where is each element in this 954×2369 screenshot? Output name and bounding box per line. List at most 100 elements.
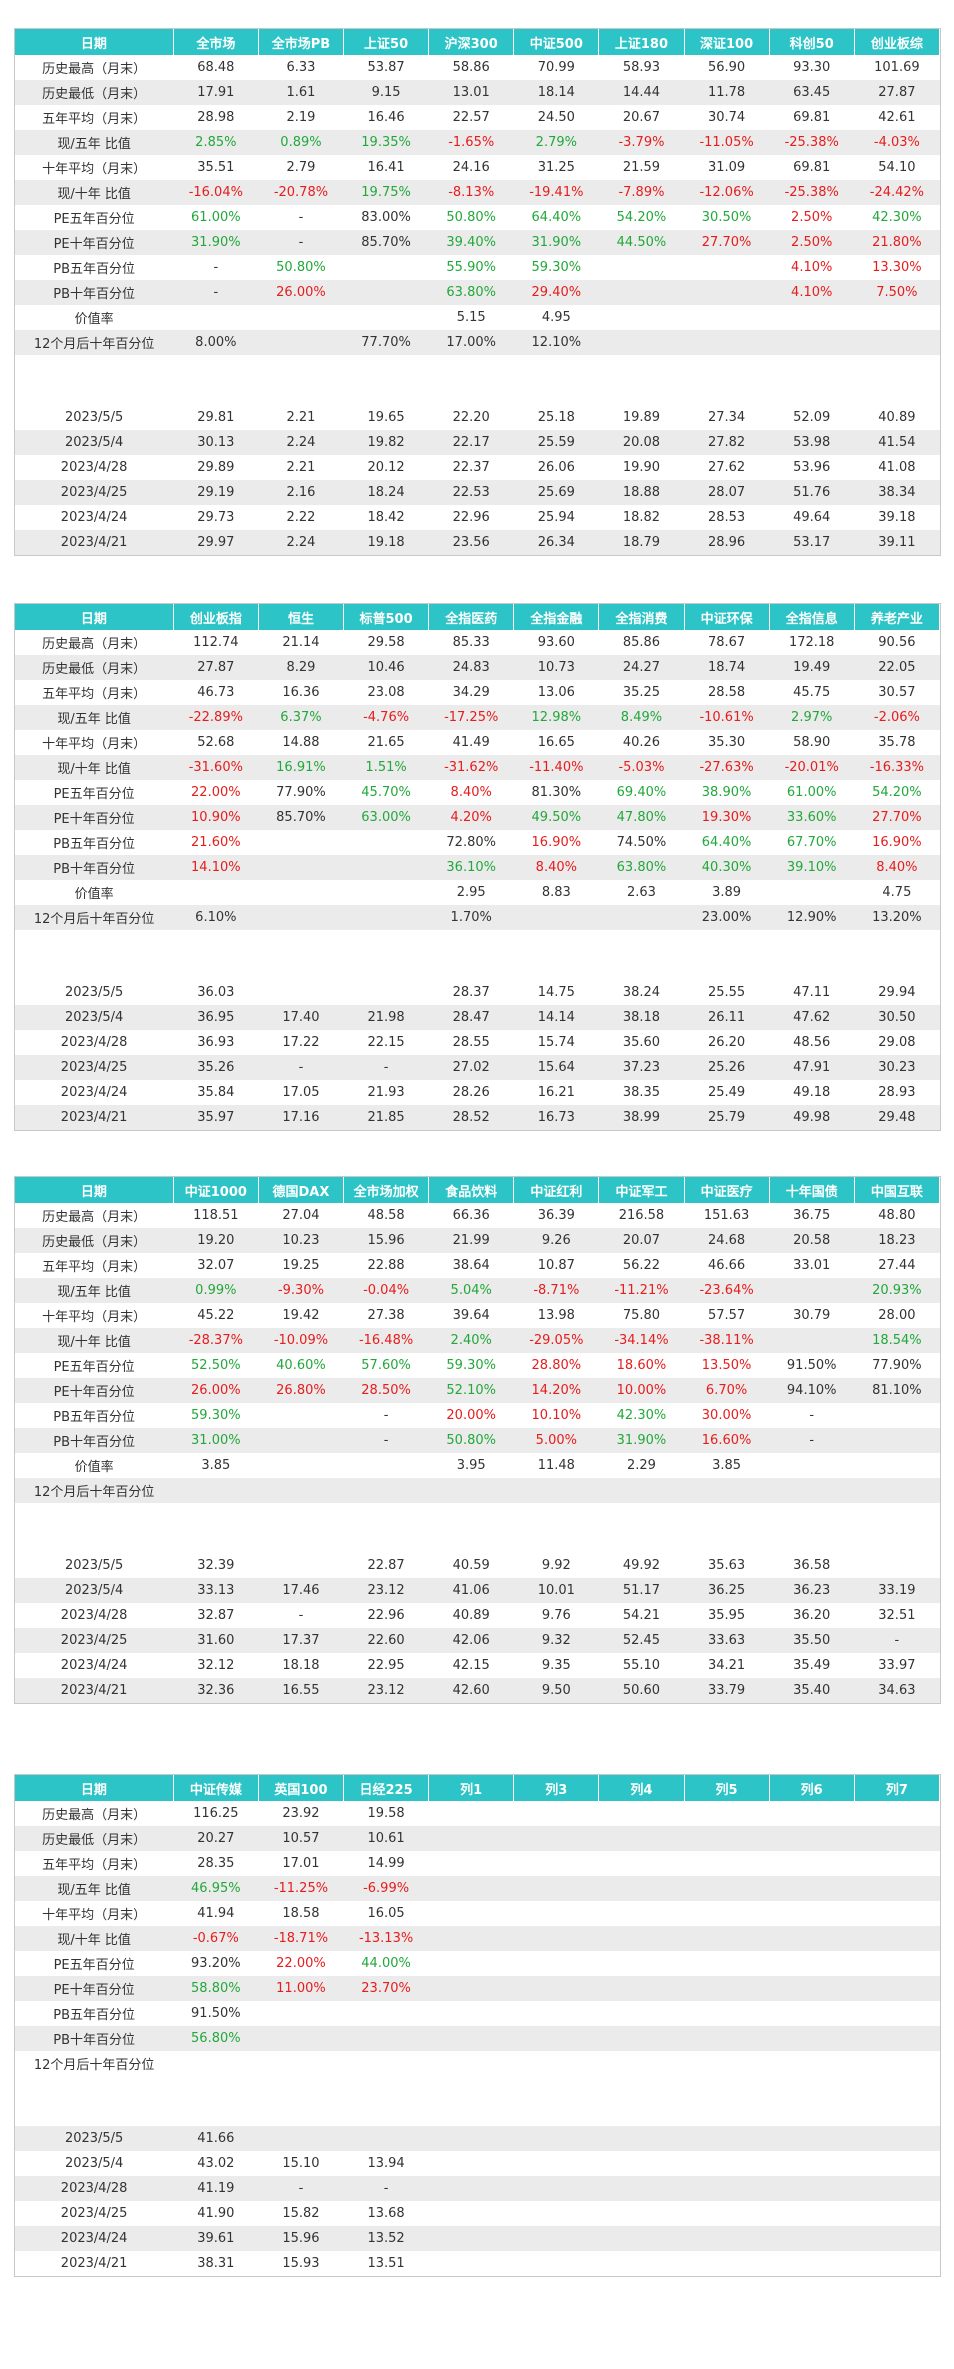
- table-cell: 1.61: [258, 80, 344, 105]
- table-cell: 27.38: [367, 1308, 405, 1323]
- table-cell: 56.22: [622, 1258, 661, 1273]
- table-cell: 2.97%: [769, 705, 855, 730]
- table-cell: [684, 330, 770, 355]
- table-cell: 17.01: [282, 1856, 320, 1871]
- table-cell: 61.00%: [786, 785, 837, 800]
- table-cell: 46.66: [707, 1258, 746, 1273]
- table-row: PB十年百分位 -26.00% 63.80% 29.40% 4.10% 7.50%: [15, 280, 940, 305]
- table-cell: -9.30%: [258, 1278, 344, 1303]
- row-label: 现/十年 比值: [15, 180, 174, 205]
- table-cell: 15.82: [282, 2206, 320, 2221]
- table-cell: 31.90%: [173, 230, 259, 255]
- table-cell: 35.49: [793, 1658, 831, 1673]
- table-cell: 52.50%: [191, 1358, 241, 1373]
- row-label: PB五年百分位: [53, 1410, 136, 1425]
- table-cell: -11.05%: [684, 130, 770, 155]
- table-cell: [343, 905, 429, 930]
- column-header-date: 日期: [15, 29, 174, 55]
- table-cell: -24.42%: [854, 180, 940, 205]
- table-cell: 23.12: [343, 1678, 429, 1703]
- table-cell: [854, 1801, 939, 1826]
- table-cell: 44.00%: [361, 1956, 411, 1971]
- table-row: 2023/4/28 41.19- -: [15, 2176, 940, 2201]
- table-cell: 32.87: [197, 1608, 235, 1623]
- table-cell: 58.90: [793, 735, 831, 750]
- table-cell: [428, 2226, 514, 2251]
- column-header: 列3: [513, 1775, 600, 1801]
- table-cell: [769, 1278, 855, 1303]
- table-cell: [428, 355, 514, 380]
- row-label: 价值率: [74, 312, 114, 327]
- table-cell: [258, 2001, 343, 2026]
- column-header: 创业板指: [173, 604, 259, 630]
- row-label: 2023/5/4: [15, 430, 174, 455]
- row-label: 现/五年 比值: [15, 1278, 174, 1303]
- table-cell: [769, 955, 855, 980]
- table-cell: [513, 1528, 599, 1553]
- table-cell: 118.51: [193, 1208, 239, 1223]
- table-cell: 39.10%: [769, 855, 855, 880]
- table-cell: 25.26: [684, 1055, 770, 1080]
- table-cell: 27.82: [684, 430, 770, 455]
- table-cell: 32.36: [173, 1678, 259, 1703]
- valuation-table-4: 日期 中证传媒 英国100 日经225 列1 列3 列4 列5 列6 列7 历史最高（月末） 116…: [14, 1774, 941, 2277]
- table-cell: 28.07: [684, 480, 770, 505]
- table-cell: 47.91: [769, 1055, 855, 1080]
- table-cell: 35.78: [878, 735, 916, 750]
- column-header: 科创50: [769, 29, 855, 55]
- table-cell: 2.29: [626, 1458, 656, 1473]
- table-cell: [343, 2076, 429, 2101]
- column-header: 深证100: [684, 29, 770, 55]
- table-cell: 54.21: [622, 1608, 661, 1623]
- table-cell: 25.55: [707, 985, 746, 1000]
- table-cell: [258, 955, 344, 980]
- row-label: [15, 930, 174, 955]
- table-cell: [514, 2001, 599, 2026]
- column-header: 全市场加权: [343, 1177, 430, 1203]
- table-cell: 23.70%: [343, 1976, 429, 2001]
- table-cell: 2.40%: [428, 1328, 514, 1353]
- table-cell: 28.80%: [531, 1358, 582, 1373]
- table-cell: [599, 2251, 684, 2276]
- table-cell: [513, 905, 599, 930]
- table-cell: [428, 1503, 514, 1528]
- table-cell: 20.12: [367, 460, 405, 475]
- table-header-row: 日期 创业板指 恒生 标普500 全指医药 全指金融 全指消费 中证环保 全指信息 养老产业: [15, 604, 941, 630]
- table-cell: 22.88: [367, 1258, 405, 1273]
- table-cell: 26.11: [684, 1005, 770, 1030]
- table-cell: [343, 1478, 429, 1503]
- table-cell: -28.37%: [173, 1328, 259, 1353]
- row-label: [15, 1503, 174, 1528]
- table-cell: 4.10%: [791, 260, 833, 275]
- table-cell: 28.98: [197, 110, 235, 125]
- table-cell: 39.11: [854, 530, 940, 555]
- row-label: 五年平均（月末）: [42, 112, 147, 127]
- row-label: PB十年百分位: [15, 2026, 174, 2051]
- table-cell: 10.90%: [173, 805, 259, 830]
- column-header: 中证500: [513, 29, 600, 55]
- table-row: [15, 355, 940, 380]
- table-cell: 17.05: [282, 1085, 320, 1100]
- table-row: [15, 930, 940, 955]
- table-cell: 32.51: [878, 1608, 916, 1623]
- table-cell: 13.68: [367, 2206, 405, 2221]
- table-cell: 29.40%: [513, 280, 599, 305]
- table-cell: 9.50: [513, 1678, 599, 1703]
- table-cell: [769, 1528, 855, 1553]
- table-cell: [428, 2176, 514, 2201]
- table-cell: [514, 2051, 599, 2076]
- table-cell: 33.19: [854, 1578, 940, 1603]
- table-cell: [684, 1851, 769, 1876]
- table-cell: [769, 1453, 854, 1478]
- row-label: 12个月后十年百分位: [15, 905, 174, 930]
- table-cell: [514, 1851, 599, 1876]
- table-cell: 21.99: [428, 1228, 514, 1253]
- table-cell: 19.90: [622, 460, 661, 475]
- table-cell: 18.60%: [616, 1358, 667, 1373]
- table-cell: 19.35%: [343, 130, 429, 155]
- table-cell: [258, 330, 344, 355]
- table-cell: 33.63: [684, 1628, 770, 1653]
- table-cell: [684, 1926, 770, 1951]
- table-cell: 13.06: [537, 685, 575, 700]
- row-label: 现/十年 比值: [15, 1926, 174, 1951]
